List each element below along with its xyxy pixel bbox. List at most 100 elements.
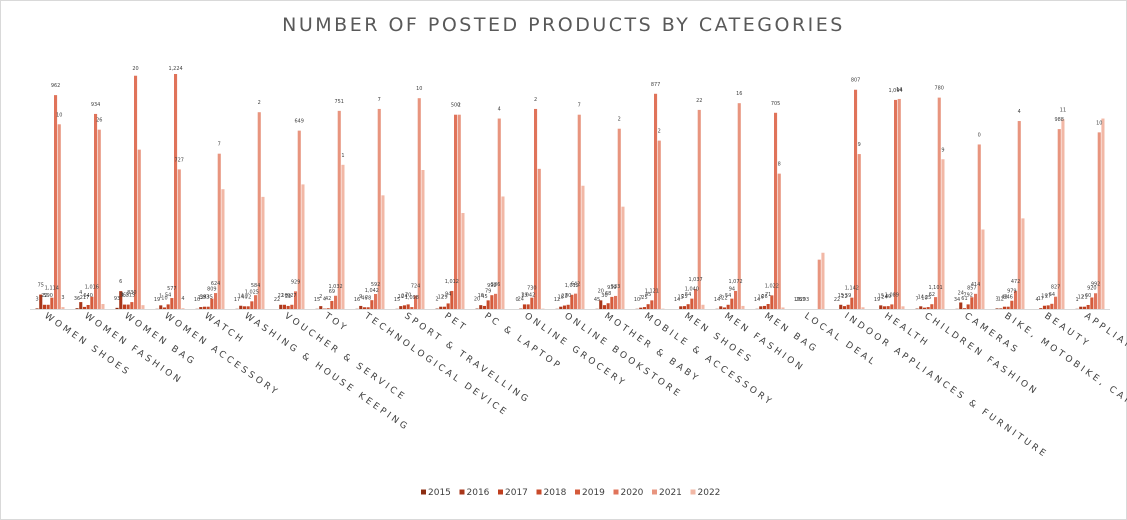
bar xyxy=(682,306,686,309)
bar xyxy=(370,300,374,309)
bar xyxy=(1042,305,1046,309)
bar xyxy=(221,189,225,309)
bar xyxy=(759,306,763,309)
bar xyxy=(254,295,258,309)
bar xyxy=(137,149,141,309)
data-label: 20 xyxy=(598,288,604,294)
bar xyxy=(35,308,39,309)
bar xyxy=(741,305,745,309)
bar xyxy=(282,304,286,309)
legend-swatch xyxy=(459,489,465,495)
data-label: 1,042 xyxy=(521,292,535,298)
data-label: 10 xyxy=(416,86,422,92)
bar xyxy=(490,295,494,309)
bar xyxy=(1050,303,1054,309)
bar xyxy=(250,301,254,309)
data-label: 472 xyxy=(1011,279,1020,285)
bar xyxy=(1094,293,1098,309)
data-label: 929 xyxy=(291,279,300,285)
bar xyxy=(686,304,690,309)
data-label: 1,114 xyxy=(45,286,59,292)
bar xyxy=(861,307,865,309)
bar xyxy=(279,304,283,309)
legend-label: 2017 xyxy=(505,488,528,498)
data-label: 17 xyxy=(1038,296,1044,302)
data-label: 7 xyxy=(578,103,581,109)
bar xyxy=(654,93,658,309)
data-label: 94 xyxy=(729,287,735,293)
bar xyxy=(534,108,538,309)
bar xyxy=(606,303,610,309)
data-label: 593 xyxy=(200,295,209,301)
bar xyxy=(410,307,414,309)
bar xyxy=(537,168,541,309)
x-tick-label: TECHNOLOGICAL DEVICE xyxy=(361,311,509,419)
bar xyxy=(94,113,98,310)
data-label: 10 xyxy=(921,296,927,302)
bar xyxy=(461,213,465,309)
data-label: 10 xyxy=(398,294,404,300)
data-label: 62 xyxy=(929,292,935,298)
bar xyxy=(559,306,563,309)
x-tick-label: PET xyxy=(442,311,469,334)
bar xyxy=(170,298,174,309)
bar xyxy=(1002,306,1006,309)
data-label: 4 xyxy=(79,290,82,296)
bar xyxy=(1090,297,1094,309)
data-label: 1,215 xyxy=(121,293,135,299)
bar xyxy=(690,298,694,309)
data-label: 10 xyxy=(634,297,640,303)
bar xyxy=(359,305,363,309)
data-label: 257 xyxy=(796,297,805,303)
data-label: 10 xyxy=(56,112,62,118)
bar xyxy=(934,297,938,309)
data-label: 75 xyxy=(38,283,44,289)
chart-title: NUMBER OF POSTED PRODUCTS BY CATEGORIES xyxy=(282,14,845,36)
data-label: 22 xyxy=(285,294,291,300)
data-label: 1,142 xyxy=(845,286,859,292)
bar xyxy=(995,308,999,309)
bar xyxy=(842,306,846,309)
bar xyxy=(494,293,498,309)
bar xyxy=(297,130,301,309)
data-label: 724 xyxy=(411,284,420,290)
bar xyxy=(126,304,130,309)
bar xyxy=(562,305,566,309)
data-label: 1,089 xyxy=(885,292,899,298)
bar xyxy=(119,291,123,309)
bar xyxy=(290,304,294,309)
bar xyxy=(1021,218,1025,309)
bar xyxy=(857,154,861,309)
data-label: 9 xyxy=(941,147,944,153)
bar xyxy=(362,307,366,309)
data-label: 0 xyxy=(978,132,981,138)
data-label: 1,012 xyxy=(445,279,459,285)
data-label: 24 xyxy=(958,290,964,296)
data-label: 10 xyxy=(1096,120,1102,126)
data-label: 25 xyxy=(641,295,647,301)
data-label: 1 xyxy=(1075,297,1078,303)
data-label: 15 xyxy=(878,293,884,299)
bar xyxy=(1086,304,1090,309)
bar xyxy=(901,306,905,309)
data-label: 10 xyxy=(161,295,167,301)
data-label: 24 xyxy=(401,293,407,299)
bar xyxy=(242,306,246,309)
data-label: 93 xyxy=(114,296,120,302)
bar xyxy=(679,306,683,309)
legend-label: 2016 xyxy=(467,488,490,498)
data-label: 1 xyxy=(341,153,344,159)
data-label: 809 xyxy=(207,287,216,293)
bar xyxy=(86,304,90,309)
bar xyxy=(257,112,261,310)
bar xyxy=(166,304,170,309)
bar xyxy=(894,99,898,309)
bar xyxy=(406,304,410,309)
